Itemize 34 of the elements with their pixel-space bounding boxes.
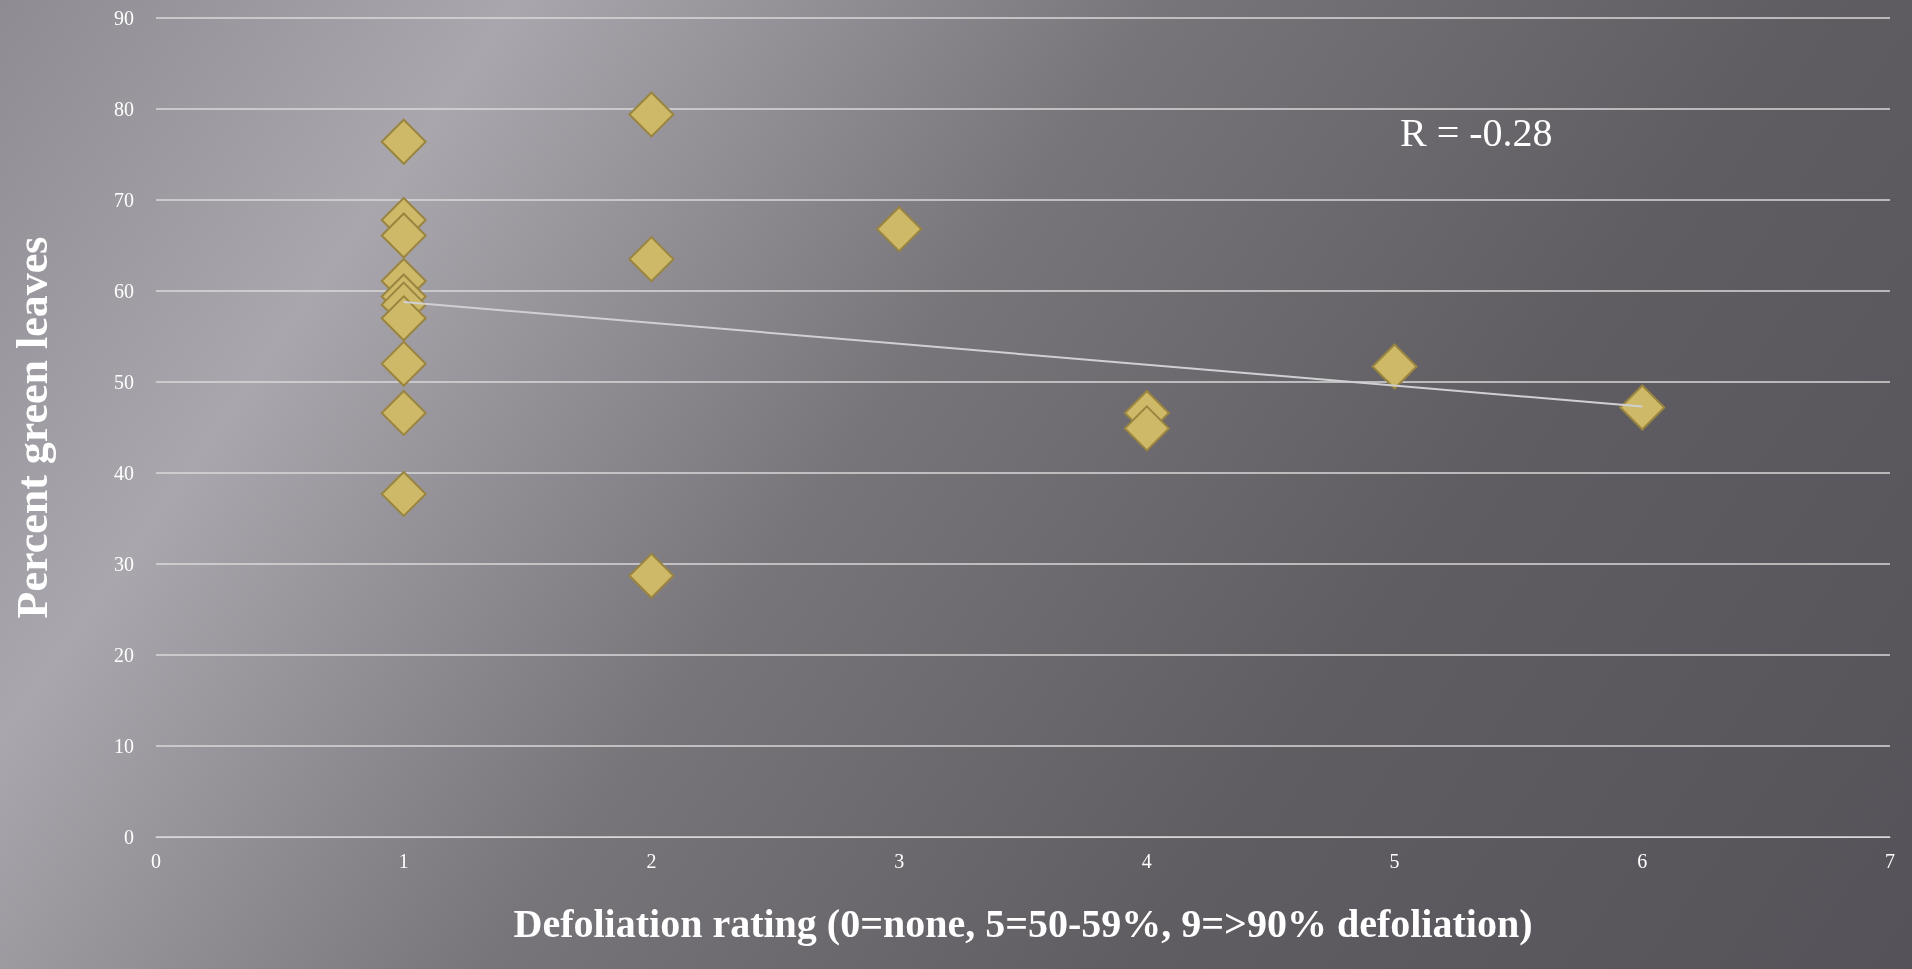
annotation: R = -0.28 bbox=[1400, 109, 1553, 155]
x-tick-label: 7 bbox=[1885, 850, 1895, 872]
point bbox=[1619, 384, 1666, 431]
point bbox=[380, 212, 427, 259]
y-tick-label: 90 bbox=[114, 7, 134, 29]
y-tick-label: 70 bbox=[114, 189, 134, 211]
point bbox=[380, 118, 427, 165]
y-tick-label: 60 bbox=[114, 280, 134, 302]
point bbox=[380, 295, 427, 342]
x-tick-label: 5 bbox=[1389, 850, 1400, 872]
x-tick-label: 0 bbox=[151, 850, 161, 872]
y-tick-label: 20 bbox=[114, 644, 134, 666]
point bbox=[1123, 405, 1170, 452]
point bbox=[628, 236, 675, 283]
y-axis-title: Percent green leaves bbox=[7, 236, 57, 619]
point bbox=[380, 470, 427, 517]
y-tick-label: 40 bbox=[114, 462, 134, 484]
point bbox=[380, 389, 427, 436]
y-tick-label: 30 bbox=[114, 553, 134, 575]
x-axis-title: Defoliation rating (0=none, 5=50-59%, 9=>90% defoliation) bbox=[513, 900, 1533, 946]
point bbox=[380, 340, 427, 387]
point bbox=[1371, 343, 1418, 390]
y-tick-label: 50 bbox=[114, 371, 134, 393]
x-tick-label: 6 bbox=[1637, 850, 1648, 872]
x-tick-label: 4 bbox=[1141, 850, 1152, 872]
point bbox=[876, 206, 923, 253]
x-tick-label: 1 bbox=[398, 850, 409, 872]
point bbox=[628, 552, 675, 599]
x-tick-label: 2 bbox=[646, 850, 657, 872]
y-tick-label: 10 bbox=[114, 735, 134, 757]
y-tick-label: 80 bbox=[114, 98, 134, 120]
y-tick-label: 0 bbox=[124, 826, 134, 848]
point bbox=[628, 91, 675, 138]
x-tick-label: 3 bbox=[894, 850, 905, 872]
